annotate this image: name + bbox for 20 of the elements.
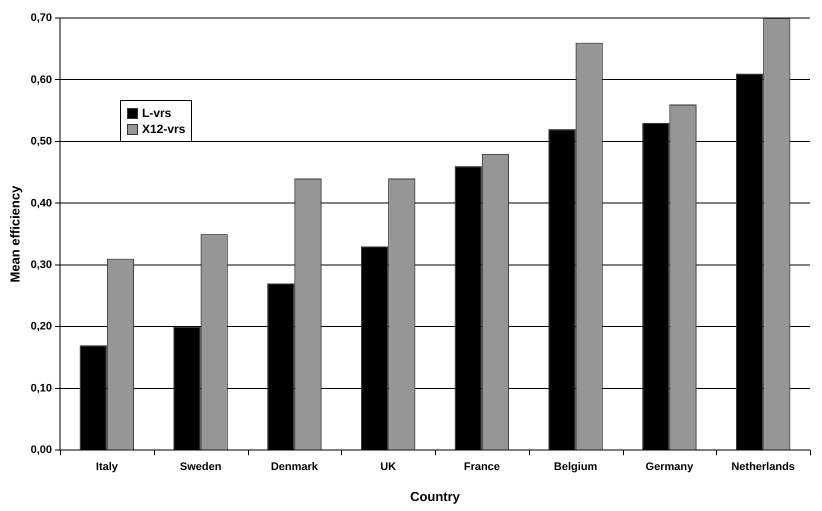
legend-label: X12-vrs xyxy=(142,122,186,136)
x-tick-label: UK xyxy=(380,460,396,473)
x-tick-label: Germany xyxy=(646,460,694,473)
x-tick-label: Denmark xyxy=(270,460,319,473)
x-tick-label: Sweden xyxy=(180,460,222,473)
y-tick-label: 0,10 xyxy=(30,382,52,394)
y-tick-label: 0,20 xyxy=(30,320,52,333)
y-tick-label: 0,60 xyxy=(30,74,52,86)
y-tick-label: 0,00 xyxy=(30,444,52,456)
y-tick-label: 0,50 xyxy=(30,136,52,148)
x-tick-label: France xyxy=(464,460,500,473)
x-tick-label: Italy xyxy=(96,460,119,473)
y-tick-label: 0,70 xyxy=(30,12,52,24)
x-axis-title: Country xyxy=(410,488,461,504)
legend-label: L-vrs xyxy=(142,106,172,120)
y-tick-label: 0,30 xyxy=(30,259,52,272)
x-tick-label: Belgium xyxy=(554,460,598,473)
y-axis-title: Mean efficiency xyxy=(7,184,22,283)
y-tick-label: 0,40 xyxy=(30,197,52,210)
x-tick-label: Netherlands xyxy=(731,460,795,473)
